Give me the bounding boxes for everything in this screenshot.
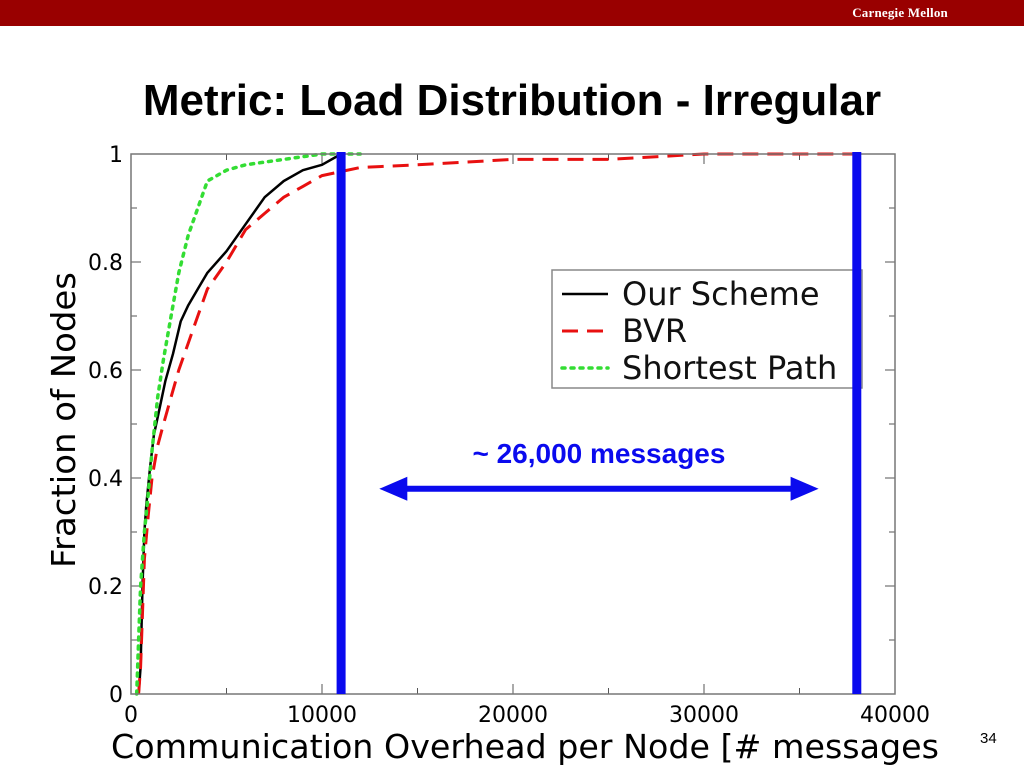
y-tick-label: 0	[109, 683, 123, 708]
annotation-label: ~ 26,000 messages	[472, 438, 725, 469]
legend-label: BVR	[622, 312, 687, 350]
legend-label: Shortest Path	[622, 349, 837, 387]
series-line-our-scheme	[137, 152, 342, 695]
x-tick-label: 40000	[860, 703, 930, 728]
slide-title: Metric: Load Distribution - Irregular	[142, 76, 882, 125]
x-axis-label: Communication Overhead per Node [# messa…	[111, 727, 939, 766]
y-tick-label: 0.4	[88, 467, 123, 492]
annotation-arrowhead-right	[790, 476, 819, 501]
axis-labels: Communication Overhead per Node [# messa…	[44, 272, 939, 766]
annotation: ~ 26,000 messages	[379, 438, 819, 501]
x-tick-label: 0	[124, 703, 138, 728]
y-tick-label: 0.8	[88, 251, 123, 276]
plot-frame	[130, 153, 896, 695]
header-bar: Carnegie Mellon	[0, 0, 1024, 26]
brand-logo: Carnegie Mellon	[852, 5, 948, 20]
x-tick-label: 20000	[478, 703, 548, 728]
y-tick-label: 0.2	[88, 575, 123, 600]
annotation-arrowhead-left	[379, 476, 408, 501]
vertical-markers	[336, 152, 862, 694]
page-number: 34	[980, 730, 997, 747]
series-lines	[134, 152, 857, 696]
axis-ticks: 0 10000 20000 30000 40000 0 0.2 0.4 0.6 0.8 1	[88, 143, 930, 728]
series-line-shortest-path	[134, 152, 362, 696]
legend-label: Our Scheme	[622, 275, 820, 313]
y-tick-label: 0.6	[88, 359, 123, 384]
series-line-bvr	[137, 152, 857, 695]
plot-border	[130, 153, 896, 695]
x-tick-label: 30000	[669, 703, 739, 728]
legend-box	[551, 269, 863, 389]
y-tick-label: 1	[109, 143, 123, 168]
y-axis-label: Fraction of Nodes	[44, 272, 83, 568]
x-tick-label: 10000	[287, 703, 357, 728]
